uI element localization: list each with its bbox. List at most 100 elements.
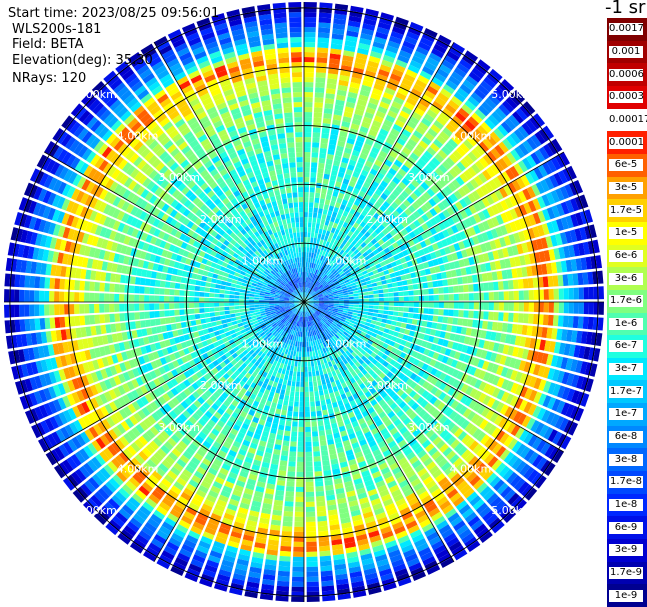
gate-cell [411,55,425,65]
gate-cell [306,346,310,352]
gate-cell [304,27,316,33]
gate-cell [305,262,308,268]
gate-cell [421,168,431,178]
gate-cell [310,283,313,289]
gate-cell [304,147,311,153]
gate-cell [459,172,469,183]
gate-cell [323,224,328,231]
gate-cell [276,403,283,410]
gate-cell [364,254,371,261]
gate-cell [494,189,504,201]
gate-cell [320,272,325,278]
gate-cell [339,263,345,269]
gate-cell [315,289,321,294]
gate-cell [365,107,376,115]
gate-cell [343,297,349,300]
gate-cell [319,369,324,376]
gate-cell [325,429,333,436]
gate-cell [311,252,314,258]
gate-cell [304,107,313,113]
gate-cell [451,115,463,126]
gate-cell [488,93,501,106]
gate-cell [304,361,308,367]
gate-cell [296,376,301,382]
gate-cell [379,250,386,257]
gate-cell [319,239,324,245]
gate-cell [322,122,331,129]
gate-cell [346,264,353,270]
gate-cell [381,163,390,172]
gate-cell [328,303,334,305]
gate-cell [312,295,318,298]
gate-cell [298,426,304,432]
gate-cell [463,154,474,166]
gate-cell [311,273,315,279]
gate-cell [304,401,310,407]
gate-cell [348,258,355,264]
gate-cell [408,204,416,213]
gate-cell [363,305,369,309]
gate-cell [318,430,326,437]
gate-cell [588,302,594,315]
gate-cell [304,351,307,357]
gate-cell [407,138,418,148]
gate-cell [382,54,395,64]
gate-cell [292,371,297,377]
gate-cell [295,351,299,357]
gate-cell [509,165,520,178]
gate-cell [461,123,473,135]
gate-cell [313,207,318,213]
gate-cell [370,320,377,325]
gate-cell [308,296,313,300]
gate-cell [443,286,449,294]
gate-cell [385,232,393,240]
gate-cell [299,401,304,407]
gate-cell [448,99,460,111]
gate-cell [451,224,459,234]
gate-cell [450,95,463,107]
gate-cell [433,138,444,149]
gate-cell [286,481,295,487]
gate-cell [321,290,327,294]
gate-cell [456,161,466,172]
gate-cell [423,295,429,301]
gate-cell [353,307,359,311]
gate-cell [318,390,324,396]
gate-cell [427,128,438,138]
gate-cell [318,259,322,266]
gate-cell [275,489,285,496]
gate-cell [501,79,515,92]
gate-cell [319,271,323,277]
gate-cell [382,91,394,101]
gate-cell [308,207,314,213]
gate-cell [533,167,544,180]
gate-cell [283,435,290,442]
gate-cell [315,77,326,83]
gate-cell [353,222,360,229]
gate-cell [309,197,314,203]
gate-cell [444,55,457,66]
gate-cell [428,236,436,244]
gate-cell [502,138,513,151]
gate-cell [433,294,439,301]
gate-cell [350,261,357,267]
gate-cell [316,375,321,381]
gate-cell [433,214,442,224]
gate-cell [401,177,410,186]
gate-cell [304,42,316,48]
gate-cell [503,302,509,311]
gate-cell [277,475,286,482]
gate-cell [338,303,344,306]
gate-cell [464,218,473,228]
gate-cell [375,321,382,326]
gate-cell [480,80,493,93]
gate-cell [512,89,526,103]
gate-cell [304,152,311,158]
gate-cell [453,309,459,317]
gate-cell [320,218,326,225]
gate-cell [426,188,436,197]
gate-cell [538,128,550,142]
gate-cell [351,272,358,277]
gate-cell [447,317,454,325]
gate-cell [366,283,373,288]
